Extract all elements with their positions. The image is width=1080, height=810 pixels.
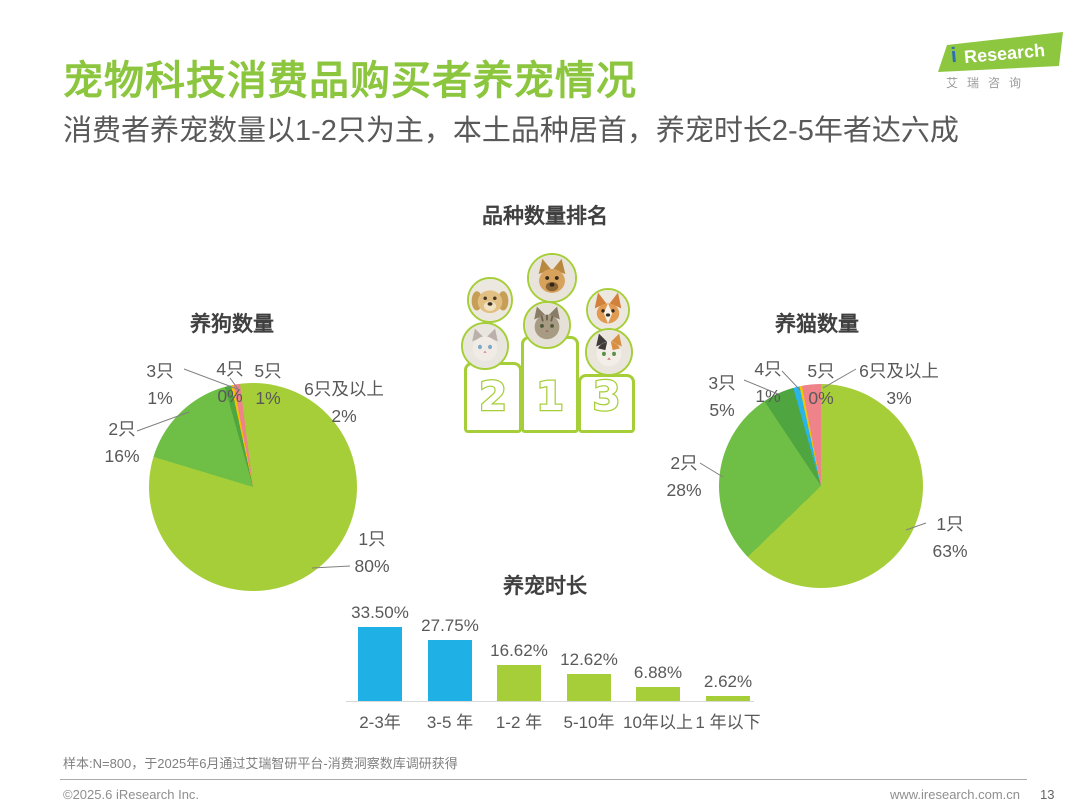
- breed-ranking-title: 品种数量排名: [482, 205, 608, 228]
- bar-over-10y: [636, 686, 680, 702]
- bar-value-5-10y: 12.62%: [560, 649, 618, 669]
- tabby-cat-photo: [523, 301, 571, 349]
- dog-label-5: 5只 1%: [254, 361, 282, 408]
- iresearch-logo-graphic: Research i 艾瑞咨询: [938, 32, 1063, 90]
- bar-value-2-3y: 33.50%: [351, 603, 409, 622]
- golden-retriever-icon: [469, 279, 511, 321]
- page-subtitle: 消费者养宠数量以1-2只为主，本土品种居首，养宠时长2-5年者达六成: [63, 115, 959, 147]
- dog-label-3: 3只 1%: [146, 361, 174, 408]
- bar-cat-3-5y: 3-5 年: [426, 713, 474, 732]
- copyright-text: ©2025.6 iResearch Inc.: [63, 787, 200, 802]
- bar-1-2y: [497, 664, 541, 702]
- bar-3-5y: [428, 639, 472, 702]
- svg-text:2: 2: [479, 374, 507, 420]
- golden-retriever-photo: [467, 277, 513, 323]
- bar-group-1-2y: 16.62%: [484, 585, 554, 702]
- duration-chart-title: 养宠时长: [503, 575, 587, 598]
- bar-cat-2-3y: 2-3年: [359, 713, 401, 732]
- bar-cat-1-2y: 1-2 年: [495, 713, 543, 732]
- podium-rank-1: 1: [521, 336, 579, 433]
- svg-text:3: 3: [593, 374, 621, 420]
- bar-5-10y: [567, 673, 611, 702]
- logo-chinese-name: 艾瑞咨询: [946, 75, 1030, 90]
- bar-cat-over-10y: 10年以上: [623, 713, 693, 732]
- svg-text:1: 1: [536, 374, 564, 420]
- bar-value-under-1y: 2.62%: [703, 672, 753, 692]
- calico-cat-icon: [587, 330, 631, 374]
- footer-divider: [60, 779, 1027, 780]
- bar-value-1-2y: 16.62%: [490, 640, 548, 660]
- cat-label-2: 2只 28%: [666, 453, 702, 500]
- dog-label-2: 2只 16%: [104, 419, 140, 466]
- bar-2-3y: [358, 627, 402, 702]
- corgi-photo: [586, 288, 630, 332]
- rural-dog-icon: [529, 255, 575, 301]
- page-title: 宠物科技消费品购买者养宠情况: [63, 59, 637, 103]
- bar-group-5-10y: 12.62%: [554, 585, 624, 702]
- bar-value-over-10y: 6.88%: [633, 662, 683, 682]
- ragdoll-cat-photo: [461, 322, 509, 370]
- tabby-cat-icon: [525, 303, 569, 347]
- cat-count-chart-title: 养猫数量: [775, 313, 859, 336]
- page-number: 13: [1040, 787, 1055, 802]
- bar-value-3-5y: 27.75%: [421, 615, 479, 635]
- rural-dog-photo: [527, 253, 577, 303]
- ragdoll-cat-icon: [463, 324, 507, 368]
- podium-rank-2: 2: [464, 362, 522, 433]
- cat-label-3: 3只 5%: [708, 373, 736, 420]
- cat-count-pie: [719, 384, 923, 588]
- rank-3-number: 3: [591, 374, 621, 420]
- dog-label-4: 4只 0%: [216, 359, 244, 406]
- iresearch-logo: Research i 艾瑞咨询: [930, 28, 1070, 92]
- logo-i-mark: i: [950, 44, 958, 67]
- calico-cat-photo: [585, 328, 633, 376]
- bar-group-over-10y: 6.88%: [623, 585, 693, 702]
- bar-under-1y: [706, 696, 750, 702]
- dog-count-chart-title: 养狗数量: [190, 313, 274, 336]
- bar-group-2-3y: 33.50%: [345, 585, 415, 702]
- bar-cat-5-10y: 5-10年: [563, 713, 615, 732]
- dog-label-1: 1只 80%: [354, 529, 390, 576]
- cat-label-5: 5只 0%: [807, 361, 835, 408]
- website-link: www.iresearch.com.cn: [889, 787, 1020, 802]
- bar-group-3-5y: 27.75%: [415, 585, 485, 702]
- dog-label-6plus: 6只及以上 2%: [304, 379, 384, 426]
- sample-note: 样本:N=800，于2025年6月通过艾瑞智研平台-消费洞察数库调研获得: [63, 756, 458, 771]
- bar-group-under-1y: 2.62%: [693, 585, 763, 702]
- bar-chart-axis: [346, 701, 754, 702]
- cat-label-4: 4只 1%: [754, 359, 782, 406]
- bar-cat-under-1y: 1 年以下: [695, 713, 761, 732]
- cat-label-1: 1只 63%: [932, 514, 968, 561]
- cat-label-6plus: 6只及以上 3%: [859, 361, 939, 408]
- rank-2-number: 2: [478, 374, 508, 420]
- corgi-icon: [588, 290, 628, 330]
- podium-rank-3: 3: [578, 374, 635, 433]
- rank-1-number: 1: [535, 374, 565, 420]
